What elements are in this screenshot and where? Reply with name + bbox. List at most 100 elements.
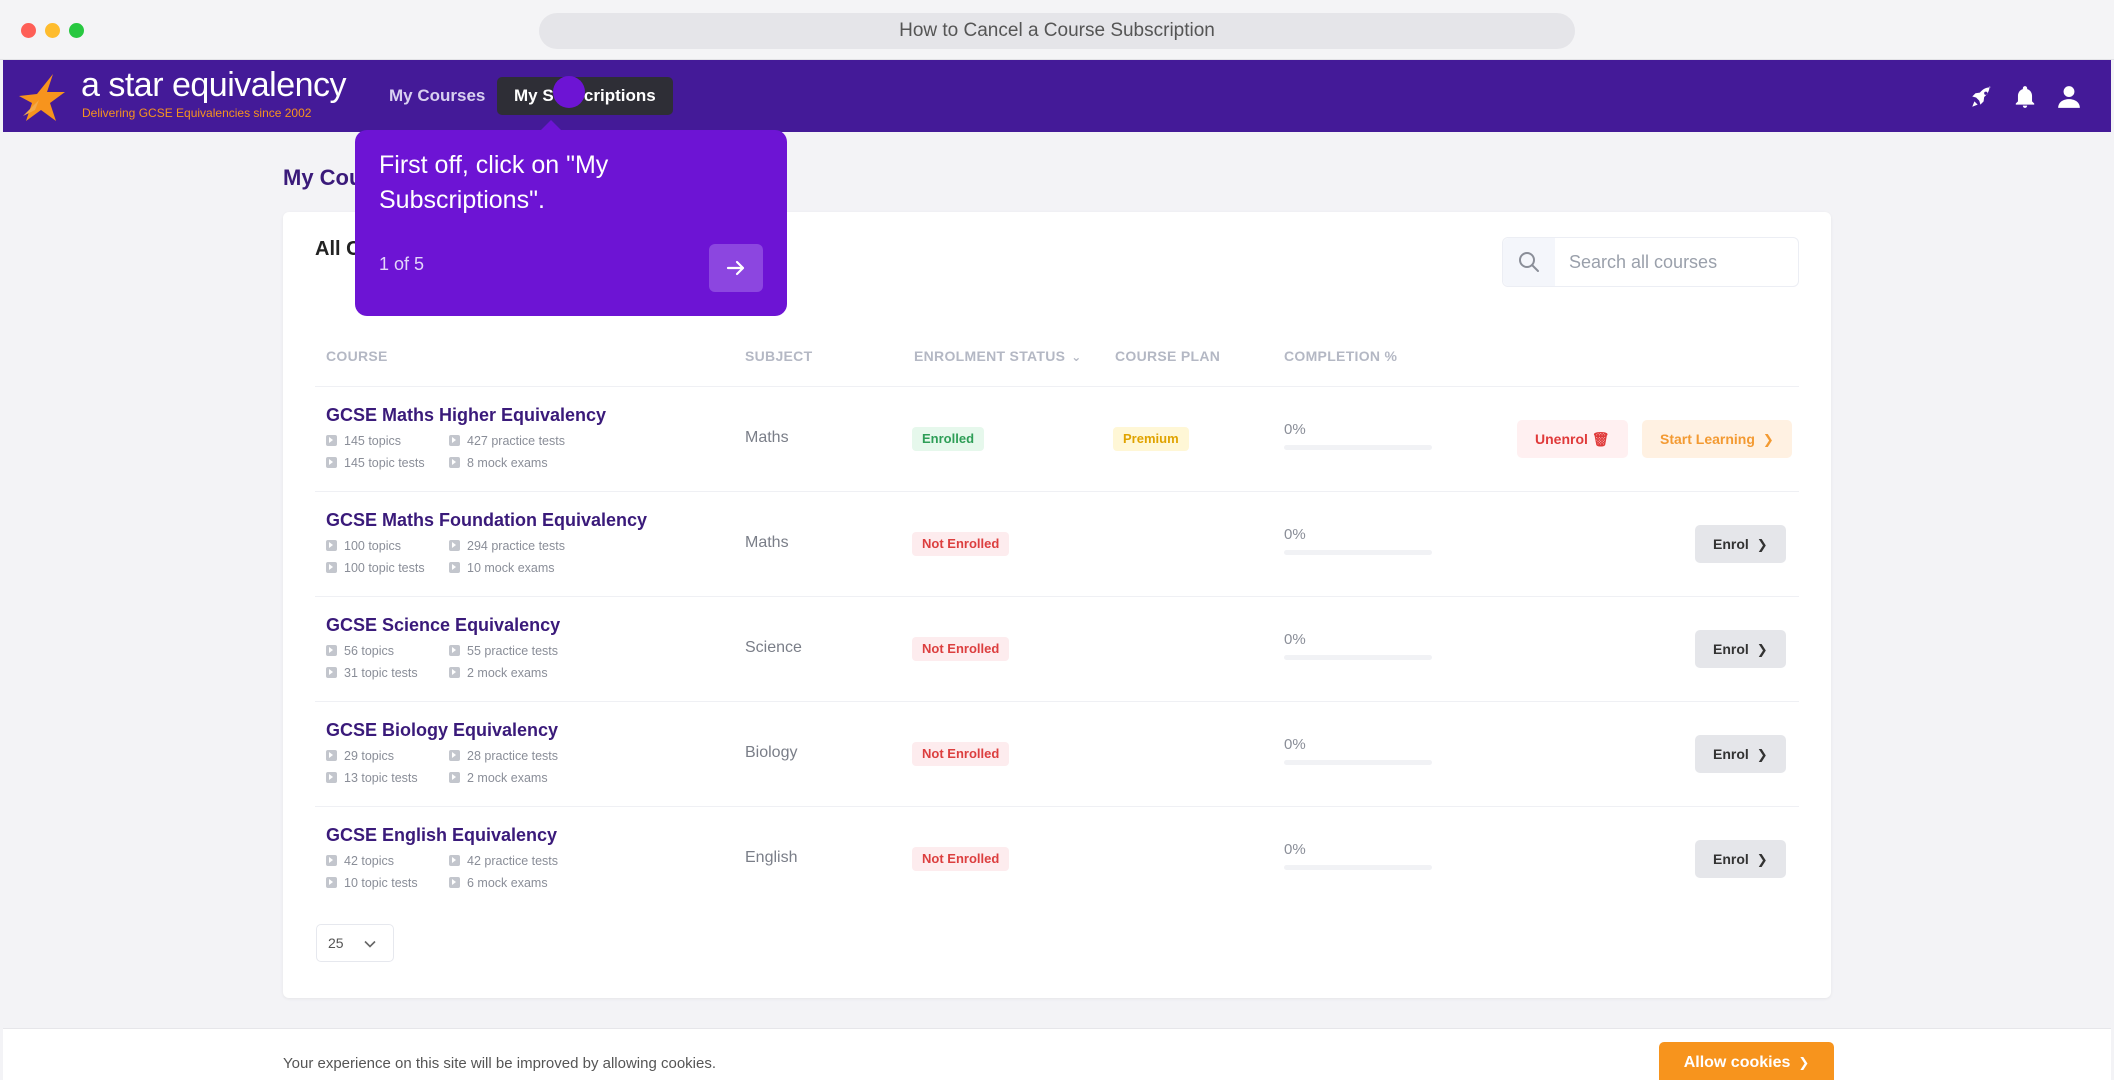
enrol-button[interactable]: Enrol ❯ — [1695, 630, 1786, 668]
play-icon — [326, 750, 337, 761]
topics-count: 145 topics — [326, 434, 401, 448]
column-header-course: COURSE — [326, 348, 388, 364]
play-icon — [326, 540, 337, 551]
rocket-icon[interactable] — [1969, 84, 1995, 110]
chevron-right-icon: ❯ — [1798, 1055, 1810, 1070]
course-name-link[interactable]: GCSE Maths Higher Equivalency — [326, 405, 607, 425]
unenrol-button[interactable]: Unenrol 🗑 — [1517, 420, 1628, 458]
courses-card: All Courses COURSE SUBJECT ENROLMENT STA… — [283, 212, 1831, 998]
play-icon — [326, 772, 337, 783]
completion-bar — [1284, 445, 1432, 450]
minimize-window-button[interactable] — [45, 23, 60, 38]
column-header-course-plan: COURSE PLAN — [1115, 348, 1221, 364]
course-name-link[interactable]: GCSE Biology Equivalency — [326, 720, 559, 740]
nav-my-subscriptions[interactable]: My Subscriptions — [497, 77, 673, 115]
column-header-subject: SUBJECT — [745, 348, 813, 364]
play-icon — [326, 435, 337, 446]
practice-tests-count: 42 practice tests — [449, 854, 558, 868]
guide-hotspot[interactable] — [553, 76, 585, 108]
allow-cookies-button[interactable]: Allow cookies ❯ — [1659, 1042, 1834, 1080]
close-window-button[interactable] — [21, 23, 36, 38]
status-badge: Not Enrolled — [912, 847, 1010, 871]
search-icon[interactable] — [1503, 238, 1555, 286]
play-icon — [326, 667, 337, 678]
chevron-right-icon: ❯ — [1756, 852, 1768, 867]
tooltip-text: First off, click on "My Subscriptions". — [379, 151, 609, 214]
table-row: GCSE Maths Higher Equivalency 145 topics… — [315, 386, 1799, 491]
play-icon — [326, 457, 337, 468]
trash-icon: 🗑 — [1591, 431, 1610, 447]
enrol-button[interactable]: Enrol ❯ — [1695, 840, 1786, 878]
nav-my-courses[interactable]: My Courses — [389, 86, 486, 105]
mock-exams-count: 8 mock exams — [449, 456, 548, 470]
completion-value: 0% — [1284, 841, 1306, 858]
maximize-window-button[interactable] — [69, 23, 84, 38]
completion-bar — [1284, 760, 1432, 765]
page-size-select[interactable]: 25 — [316, 924, 394, 962]
topics-count: 56 topics — [326, 644, 394, 658]
topic-tests-count: 100 topic tests — [326, 561, 425, 575]
play-icon — [326, 877, 337, 888]
play-icon — [449, 750, 460, 761]
mock-exams-count: 2 mock exams — [449, 666, 548, 680]
status-badge: Enrolled — [912, 427, 985, 451]
completion-value: 0% — [1284, 526, 1306, 543]
enrol-button[interactable]: Enrol ❯ — [1695, 525, 1786, 563]
play-icon — [449, 435, 460, 446]
table-row: GCSE English Equivalency 42 topics 10 to… — [315, 806, 1799, 911]
page-size-value: 25 — [328, 935, 344, 951]
course-subject: Biology — [745, 744, 798, 761]
chevron-right-icon: ❯ — [1762, 432, 1774, 447]
topics-count: 100 topics — [326, 539, 401, 553]
column-header-enrolment-status[interactable]: ENROLMENT STATUS ⌄ — [914, 348, 1082, 364]
address-bar[interactable]: How to Cancel a Course Subscription — [539, 13, 1575, 49]
topic-tests-count: 10 topic tests — [326, 876, 418, 890]
cookie-message: Your experience on this site will be imp… — [283, 1055, 717, 1072]
play-icon — [326, 562, 337, 573]
status-badge: Not Enrolled — [912, 742, 1010, 766]
enrol-button[interactable]: Enrol ❯ — [1695, 735, 1786, 773]
play-icon — [326, 645, 337, 656]
chevron-down-icon — [364, 940, 376, 948]
tooltip-next-button[interactable] — [709, 244, 763, 292]
play-icon — [449, 667, 460, 678]
brand-tagline: Delivering GCSE Equivalencies since 2002 — [82, 106, 312, 120]
column-header-completion: COMPLETION % — [1284, 348, 1398, 364]
guide-tooltip: First off, click on "My Subscriptions". … — [355, 120, 787, 316]
plan-badge: Premium — [1113, 427, 1189, 451]
search-box — [1502, 237, 1799, 287]
user-icon[interactable] — [2056, 84, 2082, 110]
topics-count: 29 topics — [326, 749, 394, 763]
status-badge: Not Enrolled — [912, 637, 1010, 661]
chevron-right-icon: ❯ — [1756, 537, 1768, 552]
practice-tests-count: 427 practice tests — [449, 434, 565, 448]
completion-value: 0% — [1284, 736, 1306, 753]
chevron-down-icon: ⌄ — [1071, 350, 1082, 364]
cookie-banner: Your experience on this site will be imp… — [3, 1028, 2111, 1080]
course-name-link[interactable]: GCSE Science Equivalency — [326, 615, 561, 635]
course-subject: English — [745, 849, 798, 866]
play-icon — [449, 855, 460, 866]
course-subject: Maths — [745, 429, 789, 446]
browser-chrome: How to Cancel a Course Subscription — [0, 0, 2114, 60]
course-subject: Science — [745, 639, 802, 656]
table-row: GCSE Maths Foundation Equivalency 100 to… — [315, 491, 1799, 596]
brand-name[interactable]: a star equivalency — [81, 66, 347, 104]
search-input[interactable] — [1557, 238, 1797, 286]
completion-bar — [1284, 550, 1432, 555]
course-name-link[interactable]: GCSE English Equivalency — [326, 825, 558, 845]
course-name-link[interactable]: GCSE Maths Foundation Equivalency — [326, 510, 648, 530]
star-logo-icon — [19, 74, 65, 121]
column-header-label: ENROLMENT STATUS — [914, 348, 1066, 364]
course-subject: Maths — [745, 534, 789, 551]
bell-icon[interactable] — [2012, 84, 2038, 110]
topic-tests-count: 13 topic tests — [326, 771, 418, 785]
play-icon — [449, 457, 460, 468]
play-icon — [449, 772, 460, 783]
topics-count: 42 topics — [326, 854, 394, 868]
start-learning-button[interactable]: Start Learning ❯ — [1642, 420, 1792, 458]
topic-tests-count: 31 topic tests — [326, 666, 418, 680]
mock-exams-count: 2 mock exams — [449, 771, 548, 785]
play-icon — [449, 540, 460, 551]
chevron-right-icon: ❯ — [1756, 747, 1768, 762]
